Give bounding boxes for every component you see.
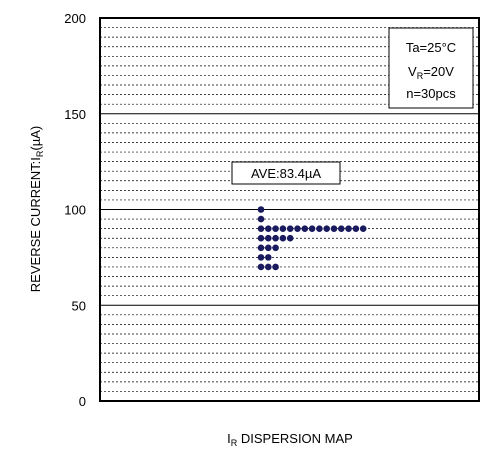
data-point [301, 225, 309, 232]
y-tick-label: 50 [72, 298, 86, 313]
x-axis-label-main: I [227, 431, 231, 446]
condition-temperature: Ta=25°C [406, 40, 456, 55]
data-point [279, 225, 287, 232]
y-tick-label: 200 [64, 11, 86, 26]
x-axis-label-rest: DISPERSION MAP [237, 431, 353, 446]
data-point [257, 244, 265, 252]
data-point [338, 225, 345, 232]
data-point [308, 225, 316, 232]
data-point [286, 234, 294, 242]
data-point [359, 225, 367, 232]
y-axis-label: REVERSE CURRENT:IR(µA) [28, 126, 45, 292]
data-point [272, 263, 279, 271]
y-tick-labels: 0 50 100 150 200 [64, 11, 86, 409]
data-point [257, 215, 265, 223]
y-axis-label-main: REVERSE CURRENT:I [28, 157, 43, 292]
y-tick-label: 0 [79, 394, 86, 409]
data-point [330, 225, 338, 232]
x-axis-label-subscript: R [231, 438, 238, 448]
y-axis-label-subscript: R [35, 150, 45, 157]
data-points [257, 206, 367, 271]
condition-voltage-subscript: R [417, 71, 424, 81]
x-axis-label: IR DISPERSION MAP [227, 431, 353, 448]
y-tick-label: 150 [64, 107, 86, 122]
data-point [257, 206, 265, 213]
data-point [265, 254, 272, 261]
average-label: AVE:83.4µA [251, 166, 321, 181]
data-point [286, 225, 294, 232]
data-point [279, 234, 287, 242]
data-point [257, 254, 265, 261]
data-point [265, 263, 272, 271]
average-box-frame [231, 161, 341, 185]
data-point [272, 234, 279, 242]
data-point [272, 244, 279, 252]
y-axis-label-unit: (µA) [28, 126, 43, 151]
data-point [265, 225, 272, 232]
condition-sample-count: n=30pcs [406, 86, 456, 101]
data-point [272, 225, 279, 232]
average-box: AVE:83.4µA [231, 161, 341, 185]
data-point [294, 225, 301, 232]
conditions-box-frame [388, 27, 474, 109]
grid-lines [100, 27, 479, 392]
condition-voltage: VR=20V [408, 64, 454, 81]
data-point [323, 225, 331, 232]
data-point [257, 225, 265, 232]
data-point [265, 234, 272, 242]
conditions-box: Ta=25°C VR=20V n=30pcs [388, 27, 474, 109]
condition-voltage-rest: =20V [423, 64, 454, 79]
plot-area-frame [99, 17, 480, 402]
condition-voltage-main: V [408, 64, 417, 79]
data-point [257, 263, 265, 271]
data-point [316, 225, 323, 232]
data-point [257, 234, 265, 242]
data-point [345, 225, 352, 232]
y-tick-label: 100 [64, 203, 86, 218]
data-point [352, 225, 360, 232]
data-point [265, 244, 272, 252]
